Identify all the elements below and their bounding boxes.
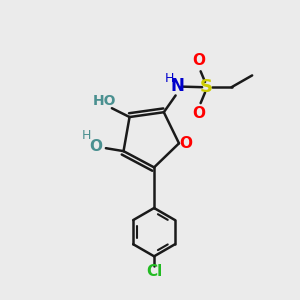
Text: HO: HO xyxy=(93,94,116,108)
Text: H: H xyxy=(165,73,174,85)
Text: H: H xyxy=(82,129,92,142)
Text: O: O xyxy=(193,53,206,68)
Text: O: O xyxy=(89,139,102,154)
Text: O: O xyxy=(179,136,192,151)
Text: Cl: Cl xyxy=(146,264,162,279)
Text: S: S xyxy=(200,78,213,96)
Text: O: O xyxy=(193,106,206,121)
Text: N: N xyxy=(170,77,184,95)
